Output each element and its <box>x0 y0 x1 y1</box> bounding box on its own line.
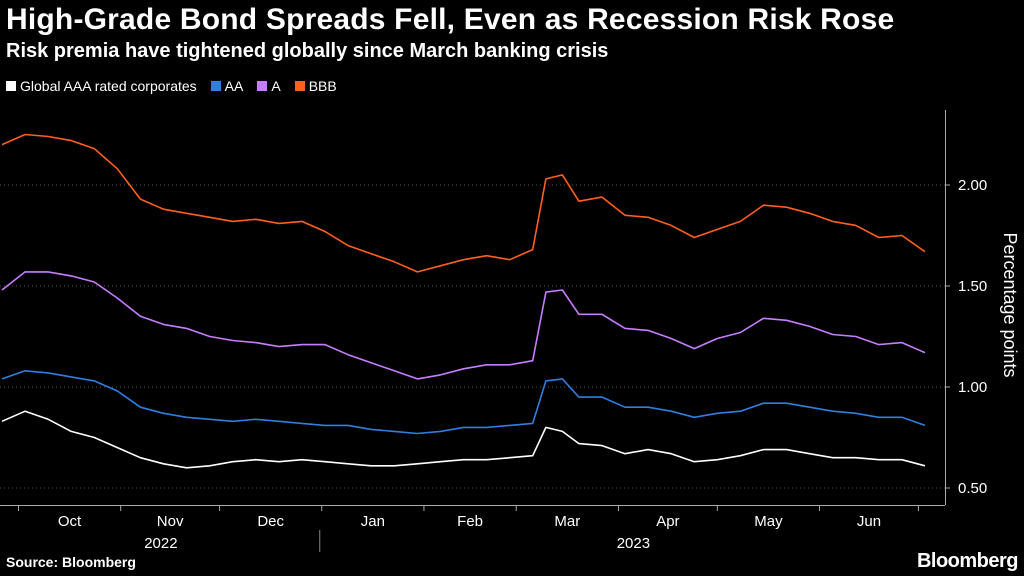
legend-item-aaa: Global AAA rated corporates <box>6 78 197 94</box>
grid-lines <box>0 184 945 489</box>
y-tick-label: 1.00 <box>958 379 987 396</box>
legend-swatch-a <box>257 81 268 91</box>
legend-swatch-bbb <box>294 81 305 91</box>
legend-label-a: A <box>271 78 281 94</box>
legend-label-aa: AA <box>224 78 244 94</box>
legend-item-aa: AA <box>210 78 244 94</box>
series-line-global-aaa-rated-corporates <box>1 410 926 469</box>
x-tick-label: May <box>754 513 783 530</box>
x-tick-label: Mar <box>554 513 580 530</box>
x-tick-label: Oct <box>58 513 82 530</box>
y-tick-label: 2.00 <box>958 177 987 194</box>
x-tick-label: Jun <box>857 513 881 530</box>
chart-title: High-Grade Bond Spreads Fell, Even as Re… <box>6 3 895 36</box>
series-line-aa <box>1 369 926 435</box>
series-lines <box>1 133 926 469</box>
x-tick-label: Apr <box>656 513 679 530</box>
x-year-label: 2023 <box>617 535 650 552</box>
legend-item-a: A <box>257 78 281 94</box>
chart-subtitle: Risk premia have tightened globally sinc… <box>6 40 609 62</box>
x-tick-label: Jan <box>361 513 385 530</box>
x-tick-label: Nov <box>157 513 184 530</box>
y-tick-label: 0.50 <box>958 480 987 497</box>
y-axis: 0.50 1.00 1.50 2.00 <box>945 110 987 505</box>
series-line-a <box>1 271 926 380</box>
x-tick-label: Feb <box>457 513 483 530</box>
x-year-label: 2022 <box>144 535 177 552</box>
legend-swatch-aaa <box>6 81 16 91</box>
legend-swatch-aa <box>210 81 221 91</box>
x-tick-label: Dec <box>257 513 284 530</box>
bloomberg-logo: Bloomberg <box>916 550 1019 572</box>
legend-label-bbb: BBB <box>308 78 337 94</box>
legend-item-bbb: BBB <box>294 78 337 94</box>
y-axis-label: Percentage points <box>1000 232 1020 377</box>
series-line-bbb <box>1 133 926 273</box>
x-axis: Oct Nov Dec Jan Feb Mar Apr May Jun 2022 2023 <box>0 505 945 552</box>
source-note: Source: Bloomberg <box>6 554 136 570</box>
legend-label-aaa: Global AAA rated corporates <box>20 78 197 94</box>
legend: Global AAA rated corporates AA A BBB <box>6 78 337 94</box>
y-tick-label: 1.50 <box>958 278 987 295</box>
